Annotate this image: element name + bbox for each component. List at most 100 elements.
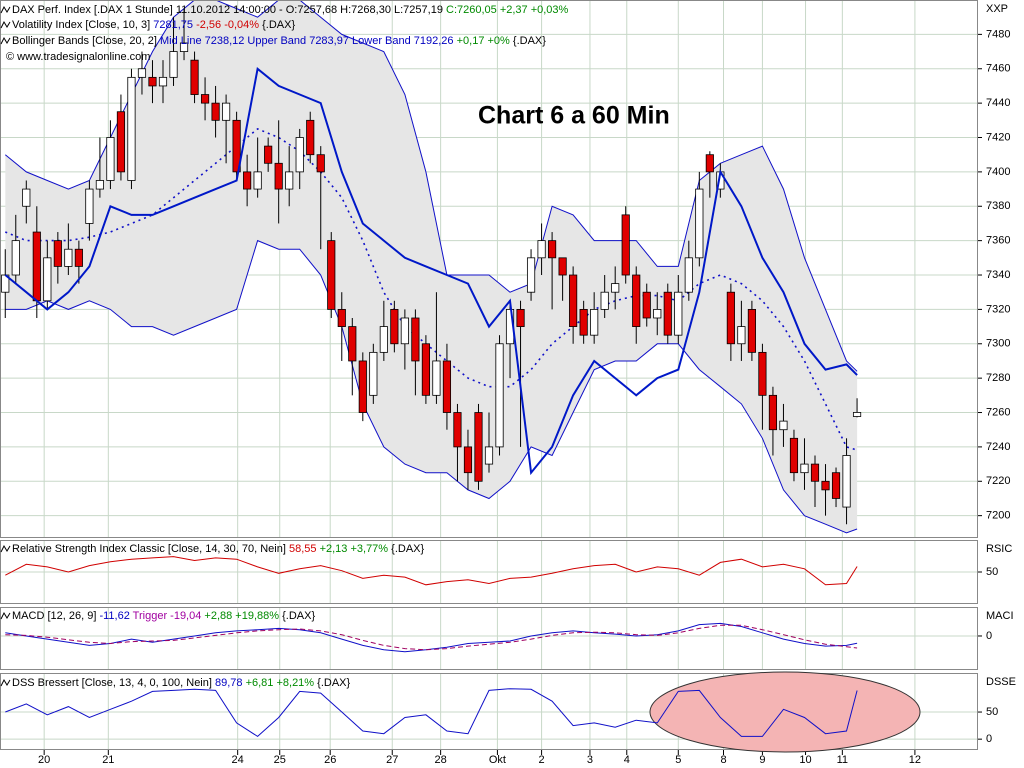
panel-data xyxy=(5,556,858,586)
panel-data xyxy=(5,688,858,738)
y-tick-label: 7480 xyxy=(986,28,1010,40)
candle-body xyxy=(674,291,683,336)
candle-body xyxy=(43,257,52,302)
indicator-line xyxy=(5,688,858,738)
x-tick-label: 9 xyxy=(759,754,765,766)
band-fill xyxy=(5,1,858,533)
y-tick-label: 7320 xyxy=(986,303,1010,315)
y-tick-label: 0 xyxy=(986,630,992,642)
candle-body xyxy=(621,214,630,276)
y-tick-label: 7340 xyxy=(986,269,1010,281)
candle-body xyxy=(22,188,31,207)
candle-body xyxy=(726,291,735,345)
candle-body xyxy=(348,326,357,362)
legend-part: {.DAX} xyxy=(513,35,546,47)
legend-part: DAX Perf. Index [.DAX 1 Stunde] 11.10.20… xyxy=(12,4,446,16)
candle-body xyxy=(232,119,241,173)
indicator-line xyxy=(5,556,858,586)
volatility-line xyxy=(4,66,858,476)
candle-body xyxy=(442,360,452,413)
legend-part: Trigger -19,04 xyxy=(133,610,205,622)
candle-body xyxy=(758,351,767,396)
candle-body xyxy=(295,137,304,173)
candle-body xyxy=(537,240,546,259)
legend-line: Bollinger Bands [Close, 20, 2] Mid Line … xyxy=(12,35,546,47)
candle-body xyxy=(474,412,483,482)
candle-body xyxy=(831,472,841,499)
legend-part: MACD [12, 26, 9] xyxy=(12,610,99,622)
legend-part: +0,17 +0% xyxy=(457,35,513,47)
y-tick-label: 7300 xyxy=(986,338,1010,350)
candle-body xyxy=(264,145,273,164)
candle-body xyxy=(737,326,746,345)
y-tick-label: 50 xyxy=(986,566,998,578)
x-tick-label: 20 xyxy=(38,754,50,766)
candle-body xyxy=(369,351,378,396)
candle-body xyxy=(526,257,536,293)
x-tick-label: 25 xyxy=(274,754,286,766)
x-tick-label: 28 xyxy=(435,754,447,766)
upper-band xyxy=(4,1,858,372)
x-tick-label: 10 xyxy=(799,754,811,766)
candle-body xyxy=(64,248,73,267)
legend-part: +2,13 +3,77% xyxy=(320,543,392,555)
candle-body xyxy=(852,412,862,417)
candle-body xyxy=(453,412,462,448)
legend-line: DAX Perf. Index [.DAX 1 Stunde] 11.10.20… xyxy=(12,4,569,16)
indicator-line xyxy=(5,622,858,653)
y-tick-label: 7200 xyxy=(986,510,1010,522)
x-tick-label: 27 xyxy=(386,754,398,766)
y-tick-label: 7280 xyxy=(986,372,1010,384)
x-tick-label: Okt xyxy=(489,754,506,766)
x-tick-label: 11 xyxy=(837,754,848,766)
x-tick-label: 12 xyxy=(909,754,921,766)
candle-body xyxy=(600,291,609,310)
candle-body xyxy=(211,102,220,121)
texts: Chart 6 a 60 Min © www.tradesignalonline… xyxy=(0,3,1016,766)
y-tick-label: 7380 xyxy=(986,200,1010,212)
candle-body xyxy=(358,360,367,413)
y-tick-label: 7400 xyxy=(986,166,1010,178)
candle-body xyxy=(821,480,830,491)
legend-icon xyxy=(0,5,11,14)
legend-icon xyxy=(0,36,11,45)
candle-body xyxy=(663,291,672,336)
legend-part: -2,56 -0,04% xyxy=(196,19,262,31)
candle-body xyxy=(632,274,641,327)
axis-label: DSSE xyxy=(986,676,1016,688)
candle-body xyxy=(53,240,62,267)
x-tick-label: 24 xyxy=(232,754,244,766)
candle-body xyxy=(747,308,756,353)
candle-body xyxy=(169,51,178,78)
legend-icon xyxy=(0,611,11,620)
candle-body xyxy=(400,317,409,345)
candle-body xyxy=(558,257,567,276)
chart-title: Chart 6 a 60 Min xyxy=(478,102,670,130)
candle-body xyxy=(74,248,83,267)
axis-label: XXP xyxy=(986,3,1008,15)
legend-part: Volatility Index [Close, 10, 3] xyxy=(12,19,153,31)
y-tick-label: 7260 xyxy=(986,406,1010,418)
y-tick-label: 50 xyxy=(986,706,998,718)
legend-part: 7281,75 xyxy=(153,19,196,31)
candle-body xyxy=(190,59,199,95)
y-tick-label: 7460 xyxy=(986,63,1010,75)
legend-part: {.DAX} xyxy=(262,19,295,31)
axis-label: RSIC xyxy=(986,543,1012,555)
candle-body xyxy=(243,171,252,190)
panels xyxy=(0,0,978,750)
candle-body xyxy=(642,291,651,319)
mid-line xyxy=(4,127,858,451)
candle-body xyxy=(274,162,283,190)
legend-icon xyxy=(0,544,11,553)
candle-body xyxy=(137,68,147,78)
legend-line: Volatility Index [Close, 10, 3] 7281,75 … xyxy=(12,19,295,31)
candle-body xyxy=(316,154,325,173)
axis-label: MACI xyxy=(986,610,1014,622)
candle-body xyxy=(337,308,346,327)
candle-body xyxy=(127,76,136,181)
legend-line: MACD [12, 26, 9] -11,62 Trigger -19,04 +… xyxy=(12,610,315,622)
candle-body xyxy=(705,154,714,173)
candle-body xyxy=(32,231,41,302)
candle-body xyxy=(569,274,578,327)
